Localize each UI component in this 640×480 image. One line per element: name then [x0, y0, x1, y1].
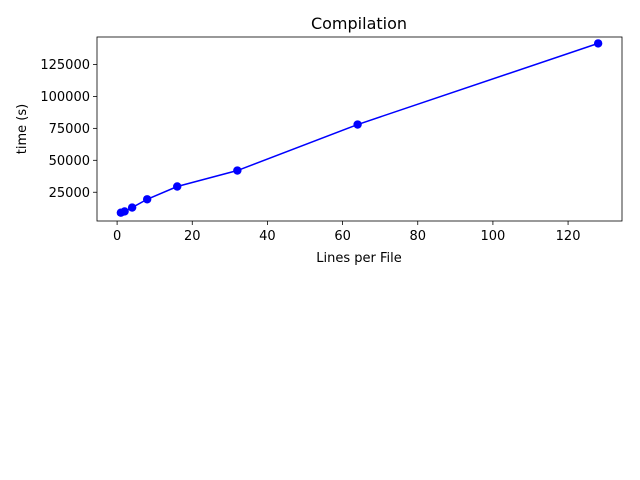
y-tick-label: 100000 — [40, 90, 90, 105]
x-tick-label: 40 — [259, 229, 276, 244]
data-point — [127, 203, 137, 212]
x-axis-ticks: 0 20 40 60 80 100 120 — [113, 221, 581, 244]
plot-area — [96, 36, 623, 222]
data-point — [593, 39, 603, 48]
y-tick-label: 125000 — [40, 58, 90, 73]
y-tick-label: 75000 — [49, 122, 90, 137]
x-axis-label: Lines per File — [316, 251, 401, 266]
data-point — [142, 195, 152, 204]
y-axis-label: time (s) — [15, 104, 30, 154]
chart-title: Compilation — [311, 14, 407, 33]
x-tick-label: 0 — [113, 229, 121, 244]
plot-frame — [96, 36, 623, 222]
y-tick-label: 25000 — [49, 186, 90, 201]
x-tick-label: 120 — [556, 229, 581, 244]
data-point — [233, 166, 242, 175]
data-point — [173, 182, 182, 191]
x-tick-label: 60 — [334, 229, 351, 244]
x-tick-label: 20 — [184, 229, 201, 244]
x-tick-label: 100 — [480, 229, 505, 244]
x-tick-label: 80 — [409, 229, 426, 244]
y-axis-ticks: 25000 50000 75000 100000 125000 — [40, 58, 97, 201]
y-tick-label: 50000 — [49, 154, 90, 169]
data-point — [120, 207, 129, 216]
data-point — [353, 120, 362, 129]
